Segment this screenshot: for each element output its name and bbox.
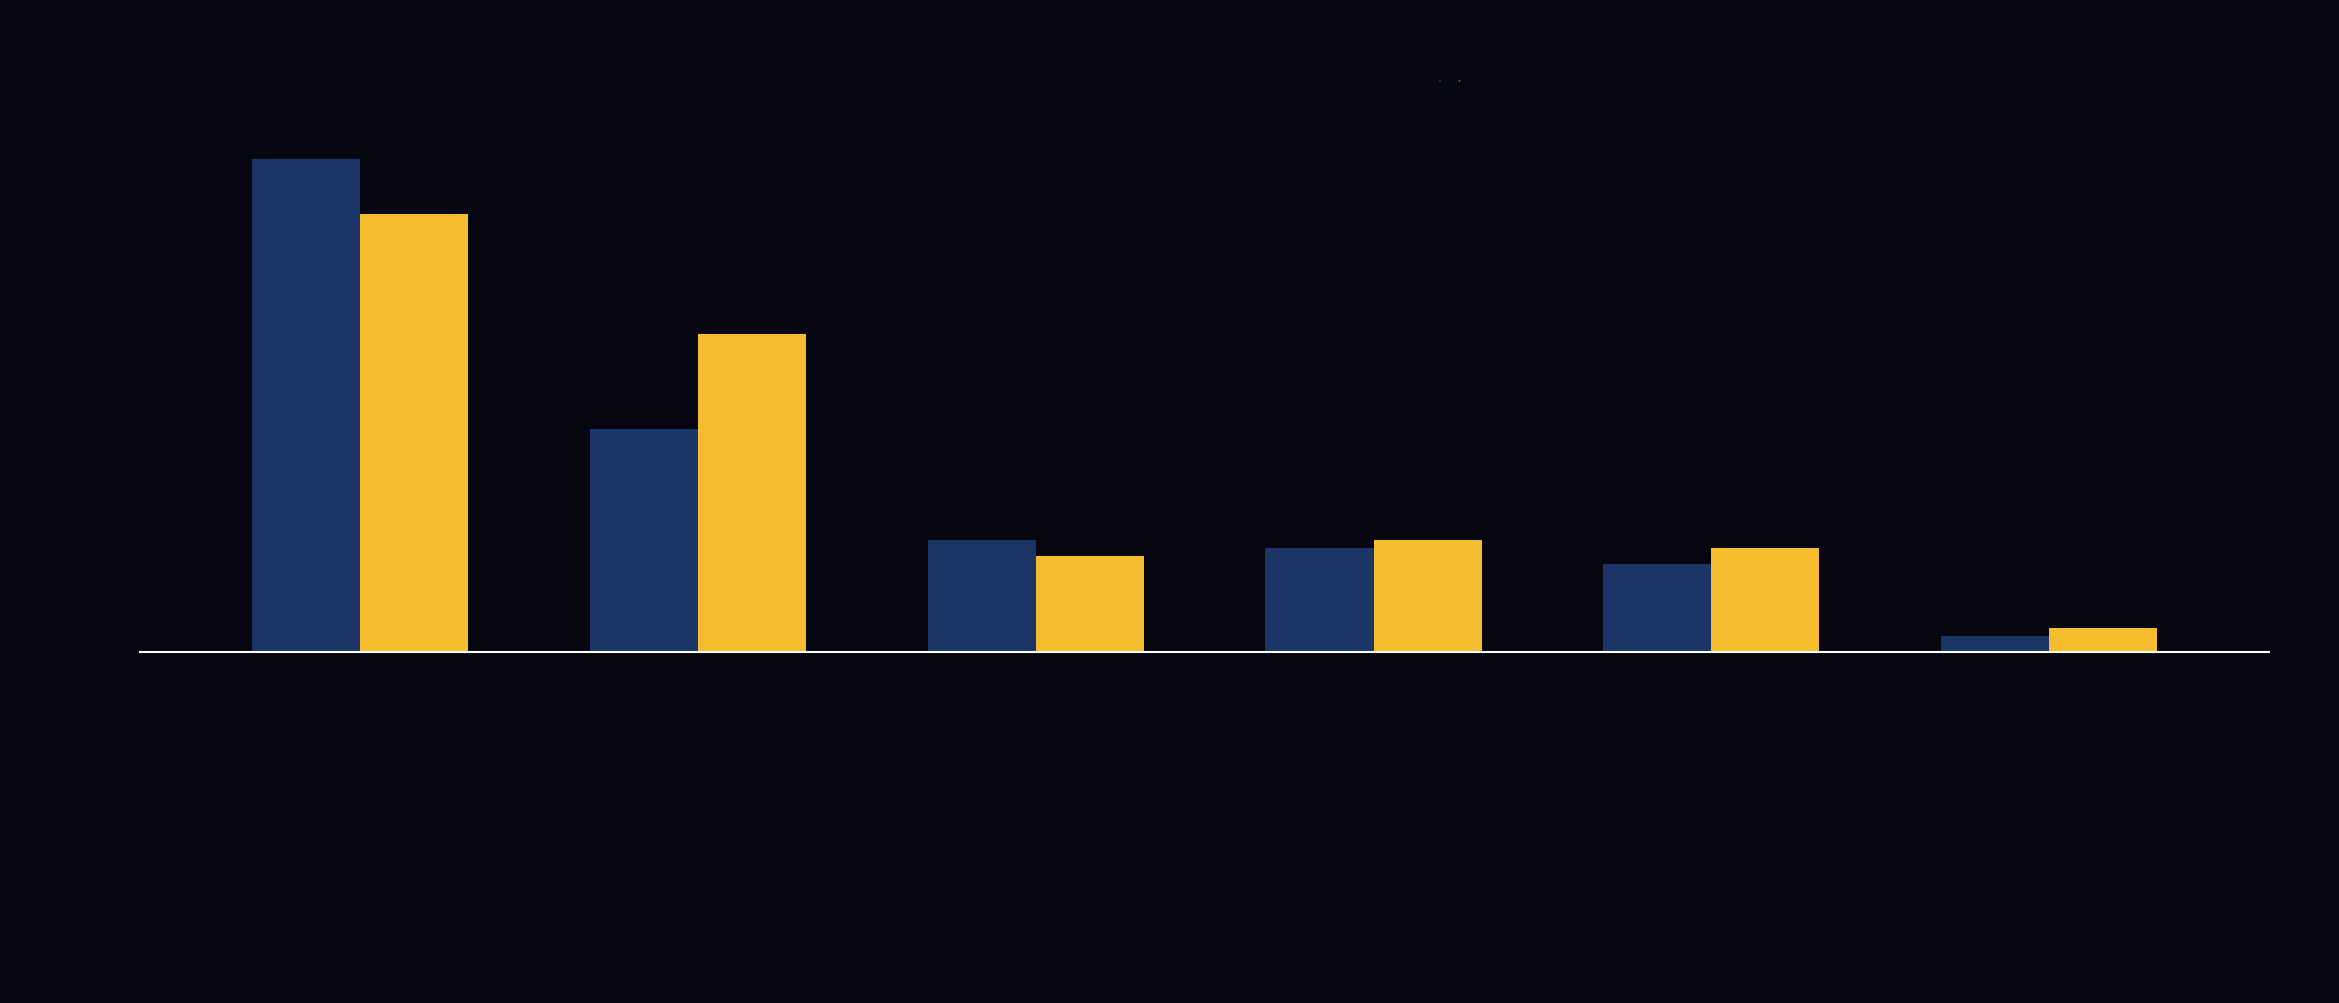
Bar bbox=[1602, 565, 1712, 652]
Bar bbox=[253, 159, 360, 652]
Bar bbox=[2049, 628, 2157, 652]
Bar bbox=[697, 334, 807, 652]
Bar bbox=[929, 541, 1036, 652]
Legend: National Lottery draws, National Lottery scratchcards: National Lottery draws, National Lottery… bbox=[1438, 81, 1481, 82]
Bar bbox=[1712, 549, 1820, 652]
Bar bbox=[1036, 557, 1144, 652]
Bar bbox=[589, 429, 697, 652]
Bar bbox=[360, 216, 468, 652]
Bar bbox=[1941, 636, 2049, 652]
Bar bbox=[1373, 541, 1481, 652]
Bar bbox=[1265, 549, 1373, 652]
